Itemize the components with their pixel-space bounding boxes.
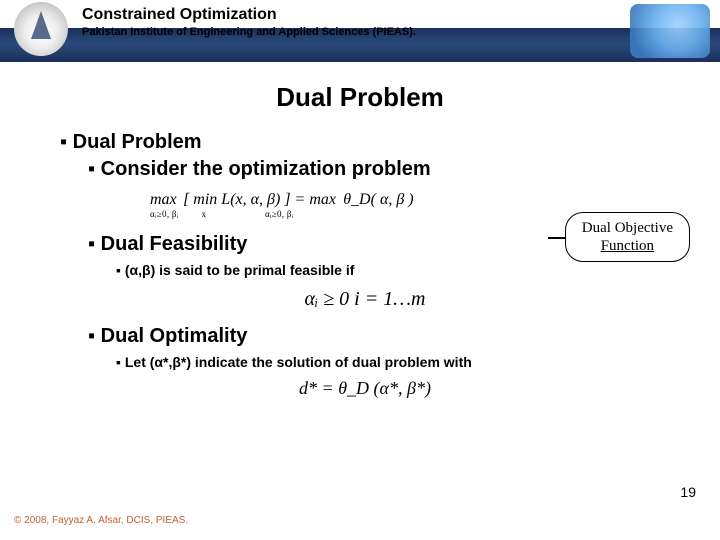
header-text-block: Constrained Optimization Pakistan Instit…	[82, 6, 620, 38]
formula-dstar: d* = θ_D (α*, β*)	[60, 378, 670, 399]
bullet-level2-optimality: Dual Optimality	[88, 325, 670, 348]
bullet-level3-optimality: Let (α*,β*) indicate the solution of dua…	[116, 354, 670, 370]
satellite-image-icon	[630, 4, 710, 58]
copyright-footer: © 2008, Fayyaz A. Afsar, DCIS, PIEAS.	[14, 515, 188, 526]
logo-triangle-icon	[31, 11, 51, 39]
callout-line2: Function	[582, 237, 673, 255]
bullet-level2-consider: Consider the optimization problem	[88, 158, 670, 181]
header-subtitle: Pakistan Institute of Engineering and Ap…	[82, 26, 620, 38]
pieas-logo	[14, 2, 68, 56]
header-title: Constrained Optimization	[82, 6, 620, 24]
formula-main: max [ min L(x, α, β) ] = max θ_D( α, β )	[150, 191, 670, 209]
page-number: 19	[680, 484, 696, 500]
callout-dual-objective: Dual Objective Function	[565, 212, 690, 262]
slide-header: Constrained Optimization Pakistan Instit…	[0, 0, 720, 62]
callout-line1: Dual Objective	[582, 219, 673, 237]
bullet-level3-feasible: (α,β) is said to be primal feasible if	[116, 262, 670, 278]
slide-title: Dual Problem	[0, 82, 720, 113]
bullet-level1: Dual Problem	[60, 131, 670, 154]
formula-alpha-constraint: αᵢ ≥ 0 i = 1…m	[60, 288, 670, 311]
